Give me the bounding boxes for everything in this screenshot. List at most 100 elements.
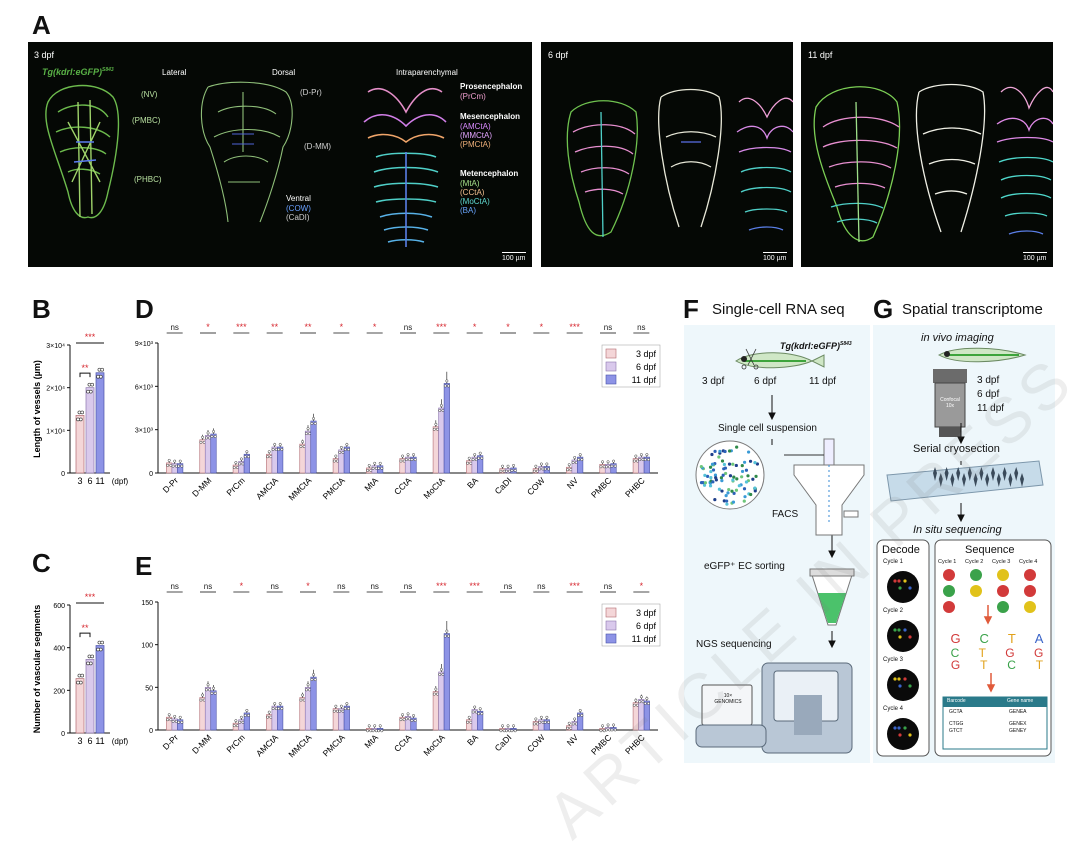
legend-label: 3 dpf	[636, 608, 657, 618]
label-mocta: (MoCtA)	[460, 197, 490, 206]
data-point	[347, 707, 350, 711]
data-point	[178, 715, 182, 719]
seq-cycle-2: Cycle 2	[965, 559, 984, 565]
data-point	[267, 710, 271, 714]
bar-MoCtA-11dpf	[443, 633, 450, 731]
bar-MMCtA-11dpf	[310, 676, 317, 731]
data-point	[573, 717, 577, 721]
cell-dot	[734, 463, 738, 468]
panel-label-d: D	[135, 294, 154, 324]
data-point	[239, 457, 243, 461]
cell-dot	[742, 499, 746, 503]
data-point	[645, 697, 649, 700]
decode-spot	[898, 684, 902, 688]
x-tick-label: PMCtA	[321, 732, 347, 758]
data-point	[545, 462, 549, 466]
tissue-section	[996, 473, 1001, 487]
data-point	[212, 430, 216, 433]
cell-dot	[728, 474, 733, 478]
data-point	[271, 707, 275, 711]
chart-d: 03×10³6×10³9×10³D-PrnsD-MM*PrCm***AMCtA*…	[135, 322, 661, 502]
data-point	[180, 464, 184, 468]
data-point	[480, 456, 484, 460]
data-point	[334, 454, 338, 458]
sig-label: **	[271, 322, 279, 332]
scissors-icon	[741, 348, 759, 370]
data-point	[638, 700, 642, 704]
sig-label: *	[506, 322, 510, 332]
cell-dot	[743, 495, 747, 499]
sig-label: *	[206, 322, 210, 332]
label-mta: (MtA)	[460, 179, 480, 188]
cell-dot	[710, 462, 715, 466]
data-point	[612, 459, 615, 463]
data-point	[439, 668, 443, 671]
tissue-section	[950, 473, 955, 487]
table-barcodes: GCTA CTGG GTCT	[949, 709, 964, 734]
label-ba: (BA)	[460, 206, 476, 215]
data-point	[180, 720, 184, 724]
data-point	[345, 702, 349, 706]
data-point	[338, 709, 342, 713]
bar-11dpf	[95, 645, 105, 734]
data-point	[166, 718, 170, 722]
x-tick-label: COW	[525, 475, 547, 497]
data-point	[513, 468, 517, 472]
data-point	[467, 715, 471, 719]
x-tick-label: PrCm	[224, 475, 246, 497]
data-point	[306, 683, 310, 687]
tissue-section	[973, 473, 978, 487]
cell-dot	[740, 475, 744, 479]
data-point	[313, 422, 317, 425]
data-point	[90, 654, 94, 659]
data-point	[634, 698, 638, 702]
data-point	[347, 448, 350, 451]
panel-f-step-sorting: eGFP⁺ EC sorting	[704, 561, 785, 572]
sig-label: ns	[204, 582, 212, 591]
x-tick-label: MtA	[362, 732, 380, 750]
decode-disk	[887, 620, 919, 652]
cell-dot	[699, 481, 704, 485]
x-tick-label: CaDI	[493, 732, 514, 753]
data-point	[80, 410, 84, 415]
panel-g-sequence-title: Sequence	[965, 544, 1015, 556]
data-point	[567, 721, 571, 725]
data-point	[177, 464, 181, 468]
cell-dot	[699, 465, 703, 469]
data-point	[339, 445, 343, 449]
dorsal-vessels	[200, 81, 293, 223]
vessel-3dpf-render	[45, 81, 447, 247]
sig-label: ns	[170, 323, 178, 332]
data-point	[278, 443, 282, 446]
legend-swatch	[605, 607, 617, 618]
label-ccta: (CCtA)	[460, 188, 485, 197]
data-point	[412, 714, 415, 718]
cell-dot	[702, 483, 707, 487]
scalebar-6dpf: 100 µm	[763, 252, 787, 262]
y-tick-label: 600	[53, 603, 65, 610]
label-pmcta: (PMCtA)	[460, 140, 491, 149]
bar-D-MM-3dpf	[199, 697, 206, 731]
bar-MMCtA-3dpf	[299, 697, 306, 731]
x-tick-label: AMCtA	[254, 475, 280, 501]
data-point	[373, 461, 377, 465]
y-axis-label: Number of vascular segments	[32, 605, 42, 734]
sig-label: ***	[569, 581, 580, 591]
sig-bracket	[79, 632, 91, 638]
data-point	[100, 367, 104, 372]
panel-f-device-label: 10× GENOMICS	[714, 693, 742, 705]
data-point	[332, 459, 336, 463]
objective-icon	[933, 369, 967, 437]
data-point	[478, 451, 482, 455]
data-point	[447, 384, 450, 388]
panel-g-objective-label: Confocal 10x	[940, 397, 960, 409]
cell-dot	[731, 462, 735, 466]
sequence-dot	[1024, 569, 1036, 581]
tissue-section	[991, 467, 995, 481]
data-point	[577, 458, 581, 462]
bar-MoCtA-6dpf	[438, 671, 445, 731]
legend-swatch	[605, 633, 617, 644]
data-point	[443, 634, 447, 638]
sig-label: ns	[337, 582, 345, 591]
data-point	[171, 464, 175, 468]
